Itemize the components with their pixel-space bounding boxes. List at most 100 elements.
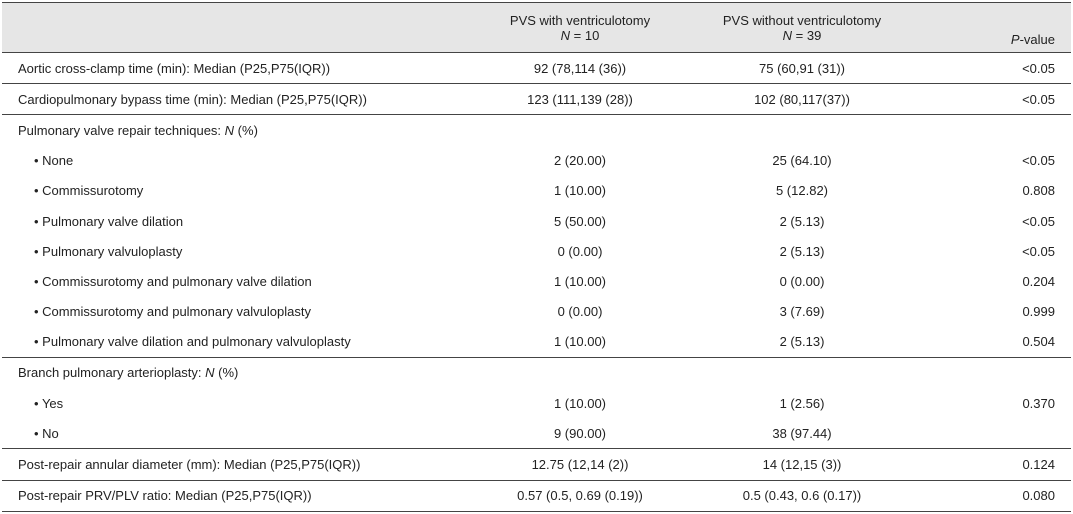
sub-row: Commissurotomy and pulmonary valvuloplas… (2, 297, 1071, 327)
col-title: PVS without ventriculotomy (722, 12, 882, 28)
label-part: Post-repair annular diameter (mm): Media… (18, 457, 361, 473)
cell-value: 0.124 (1022, 457, 1055, 473)
cell-value: 0.370 (1022, 395, 1055, 411)
cell-value: 9 (90.00) (553, 425, 607, 441)
cell: 1 (10.00) (474, 388, 686, 418)
cell: 0 (0.00) (686, 266, 918, 296)
cell: 14 (12,15 (3)) (686, 448, 918, 481)
cell: 75 (60,91 (31)) (686, 52, 918, 85)
row: Post-repair PRV/PLV ratio: Median (P25,P… (2, 480, 1071, 512)
cell: 2 (5.13) (686, 326, 918, 358)
cell: <0.05 (918, 236, 1071, 266)
cell: 1 (2.56) (686, 388, 918, 418)
cell: <0.05 (918, 146, 1071, 176)
cell-value: 14 (12,15 (3)) (762, 457, 842, 473)
table-body: Aortic cross-clamp time (min): Median (P… (2, 52, 1071, 512)
sub-label: Pulmonary valvuloplasty (2, 236, 474, 266)
cell: 0.080 (918, 480, 1071, 512)
sub-label: Commissurotomy and pulmonary valve dilat… (2, 266, 474, 296)
cell: 5 (50.00) (474, 206, 686, 236)
col-p-var: P (1010, 32, 1020, 47)
cell-value: <0.05 (1022, 213, 1055, 229)
col-n: = 10 (570, 27, 600, 43)
col-n: = 39 (792, 27, 822, 43)
cell-value: 0 (0.00) (557, 243, 603, 259)
cell-value: 1 (10.00) (553, 334, 607, 350)
cell: 5 (12.82) (686, 176, 918, 206)
cell: 102 (80,117(37)) (686, 83, 918, 116)
col-n-var: N (560, 27, 571, 43)
row-label: Cardiopulmonary bypass time (min): Media… (2, 83, 474, 116)
cell-value: 0.5 (0.43, 0.6 (0.17)) (742, 488, 862, 504)
row-label: Aortic cross-clamp time (min): Median (P… (2, 52, 474, 85)
cell: <0.05 (918, 83, 1071, 116)
cell (918, 418, 1071, 450)
row-label: Branch pulmonary arterioplasty: N (%) (2, 357, 474, 388)
sub-label: Pulmonary valve dilation (2, 206, 474, 236)
cell-value: 75 (60,91 (31)) (759, 60, 845, 76)
cell: 0.370 (918, 388, 1071, 418)
header-col: PVS without ventriculotomy N = 39 (686, 2, 918, 53)
table-header: PVS with ventriculotomy N = 10 PVS withou… (2, 2, 1071, 53)
cell: 3 (7.69) (686, 297, 918, 327)
label-part: (%) (234, 122, 258, 138)
cell: 1 (10.00) (474, 176, 686, 206)
cell: 0.808 (918, 176, 1071, 206)
label-part: Cardiopulmonary bypass time (min): Media… (18, 91, 367, 107)
row: Cardiopulmonary bypass time (min): Media… (2, 83, 1071, 116)
cell-value: 1 (10.00) (553, 183, 607, 199)
row-label: Pulmonary valve repair techniques: N (%) (2, 115, 474, 146)
label-part: Post-repair PRV/PLV ratio: Median (P25,P… (18, 488, 312, 504)
header-row: PVS with ventriculotomy N = 10 PVS withou… (2, 2, 1071, 53)
label-part: Aortic cross-clamp time (min): Median (P… (18, 60, 331, 76)
cell: <0.05 (918, 206, 1071, 236)
cell-value: 2 (5.13) (779, 243, 825, 259)
label-part: N (224, 122, 235, 138)
sub-row: None 2 (20.00) 25 (64.10) <0.05 (2, 146, 1071, 176)
cell-value: 1 (10.00) (553, 273, 607, 289)
cell-value: 0 (0.00) (557, 304, 603, 320)
cell-value: 92 (78,114 (36)) (533, 60, 627, 76)
cell-value: <0.05 (1022, 91, 1055, 107)
col-n-var: N (782, 27, 793, 43)
cell: 2 (5.13) (686, 236, 918, 266)
cell-value: 0.57 (0.5, 0.69 (0.19)) (517, 488, 643, 504)
cell: 25 (64.10) (686, 146, 918, 176)
cell: 0.504 (918, 326, 1071, 358)
cell-value: <0.05 (1022, 243, 1055, 259)
cell-value: 0.999 (1022, 304, 1055, 320)
cell (474, 115, 686, 146)
cell-value: 1 (10.00) (553, 395, 607, 411)
label-part: N (205, 365, 215, 381)
label-part: Branch pulmonary arterioplasty: (18, 365, 206, 381)
cell: 0.124 (918, 448, 1071, 481)
row-label: Post-repair PRV/PLV ratio: Median (P25,P… (2, 480, 474, 512)
cell-value: 25 (64.10) (772, 153, 832, 169)
header-col: P-value (918, 2, 1071, 53)
col-title: PVS with ventriculotomy (509, 12, 651, 28)
cell: 2 (20.00) (474, 146, 686, 176)
cell: 12.75 (12,14 (2)) (474, 448, 686, 481)
cell: 0.204 (918, 266, 1071, 296)
cell-value: 0 (0.00) (779, 273, 825, 289)
sub-row: Commissurotomy 1 (10.00) 5 (12.82) 0.808 (2, 176, 1071, 206)
cell-value: 123 (111,139 (28)) (527, 91, 633, 107)
group-row: Branch pulmonary arterioplasty: N (%) (2, 357, 1071, 388)
row: Aortic cross-clamp time (min): Median (P… (2, 52, 1071, 85)
cell: 38 (97.44) (686, 418, 918, 450)
cell-value: 0.204 (1022, 273, 1055, 289)
cell-value: 0.504 (1022, 334, 1055, 350)
cell-value: <0.05 (1022, 153, 1055, 169)
cell: 123 (111,139 (28)) (474, 83, 686, 116)
cell: 0.57 (0.5, 0.69 (0.19)) (474, 480, 686, 512)
sub-label: Commissurotomy (2, 176, 474, 206)
sub-row: No 9 (90.00) 38 (97.44) (2, 418, 1071, 450)
cell: 1 (10.00) (474, 326, 686, 358)
sub-row: Pulmonary valve dilation and pulmonary v… (2, 326, 1071, 358)
sub-label: None (2, 146, 474, 176)
cell: 2 (5.13) (686, 206, 918, 236)
cell (918, 357, 1071, 388)
cell-value: 3 (7.69) (779, 304, 825, 320)
cell-value: 2 (5.13) (779, 334, 825, 350)
